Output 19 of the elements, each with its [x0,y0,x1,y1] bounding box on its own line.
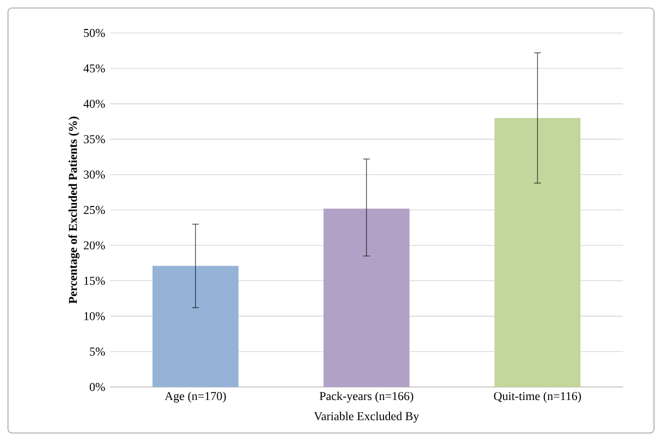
x-tick-label: Age (n=170) [164,392,226,403]
y-tick-label: 35% [84,135,105,144]
bar [152,266,238,387]
y-axis-title: Percentage of Excluded Patients (%) [68,116,80,304]
y-tick-label: 50% [84,28,105,38]
bar [494,118,580,387]
x-axis-title: Variable Excluded By [314,412,420,423]
bar [323,208,410,387]
y-tick-label: 15% [84,276,105,285]
y-tick-label: 5% [90,348,105,356]
y-tick-label: 20% [84,241,105,250]
y-tick-label: 30% [84,170,105,179]
y-tick-label: 10% [84,312,105,320]
x-tick-label: Pack-years (n=166) [320,392,414,403]
x-tick-label: Quit-time (n=116) [494,392,581,403]
y-tick-label: 40% [84,100,105,108]
y-tick-label: 0% [90,382,105,392]
y-tick-label: 25% [84,206,105,214]
y-tick-label: 45% [84,64,105,72]
